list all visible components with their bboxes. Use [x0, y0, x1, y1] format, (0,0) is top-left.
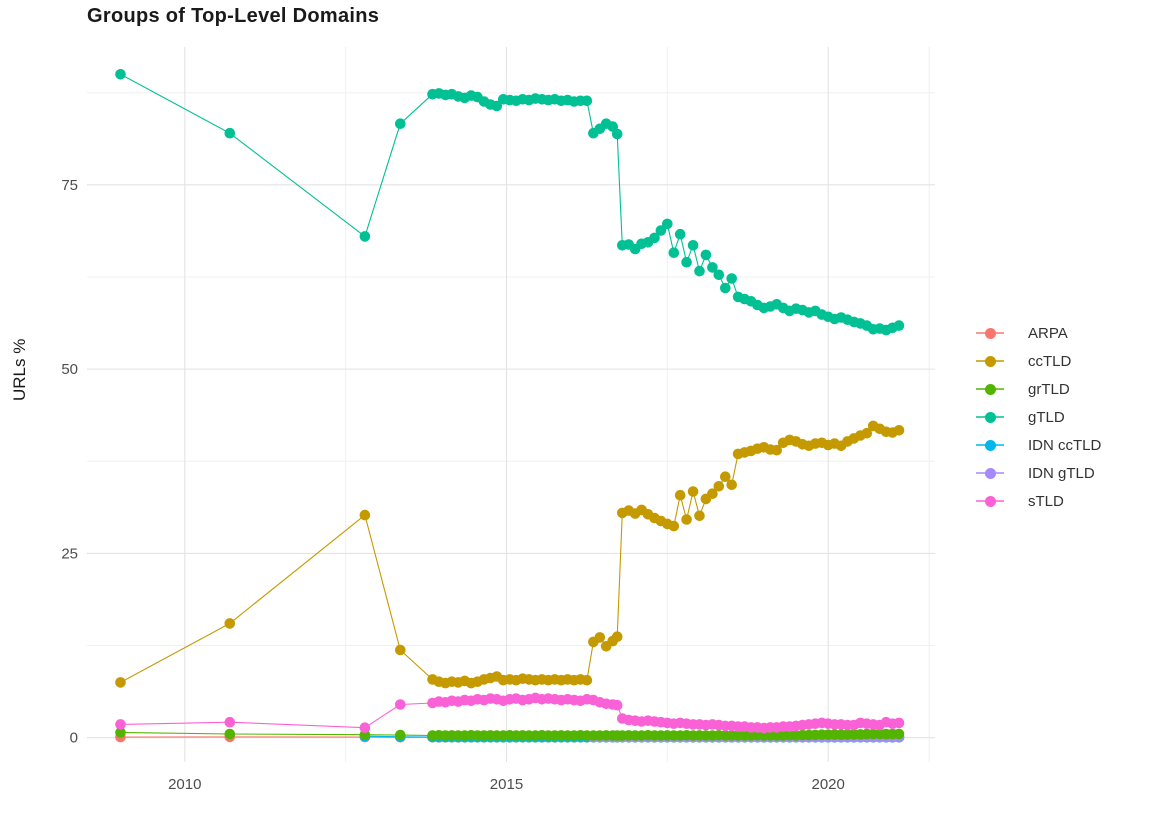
x-tick-label: 2010 — [168, 776, 201, 793]
data-point — [681, 514, 692, 525]
legend-dot-icon — [985, 496, 996, 507]
data-point — [115, 727, 126, 738]
legend-label: gTLD — [1028, 408, 1065, 426]
legend-marker-icon — [976, 411, 1004, 423]
legend-item-IDN-gTLD: IDN gTLD — [976, 459, 1101, 487]
data-point — [893, 320, 905, 331]
data-point — [581, 95, 593, 107]
grid-major — [87, 47, 935, 762]
legend-item-IDN-ccTLD: IDN ccTLD — [976, 431, 1101, 459]
data-point — [224, 728, 236, 740]
data-point — [687, 240, 699, 251]
data-point — [662, 218, 673, 230]
data-point — [594, 632, 606, 643]
y-tick-label: 0 — [70, 730, 78, 747]
data-point — [395, 729, 406, 741]
series-grTLD — [115, 727, 905, 741]
chart-title: Groups of Top-Level Domains — [87, 5, 380, 27]
legend-dot-icon — [985, 356, 996, 367]
data-point — [359, 722, 371, 733]
data-point — [224, 716, 236, 728]
data-point — [611, 128, 623, 140]
data-point — [115, 69, 126, 80]
legend: ARPA ccTLD grTLD gTLD IDN ccTLD IDN gTLD sTLD — [976, 319, 1101, 515]
data-point — [720, 282, 731, 294]
data-point — [668, 247, 680, 258]
data-point — [720, 471, 731, 483]
data-point — [893, 717, 905, 729]
legend-dot-icon — [985, 468, 996, 479]
x-tick-label: 2020 — [812, 776, 845, 793]
data-point — [726, 273, 737, 284]
data-point — [491, 100, 503, 112]
legend-item-ccTLD: ccTLD — [976, 347, 1101, 375]
data-point — [893, 728, 905, 740]
data-point — [713, 481, 725, 492]
data-point — [674, 489, 686, 501]
data-point — [893, 425, 905, 436]
legend-marker-icon — [976, 355, 1004, 367]
x-tick-label: 2015 — [490, 776, 523, 793]
data-point — [359, 509, 371, 521]
data-point — [726, 479, 737, 491]
data-point — [687, 486, 699, 497]
legend-marker-icon — [976, 495, 1004, 507]
grid-minor — [87, 47, 935, 762]
legend-marker-icon — [976, 383, 1004, 395]
legend-marker-icon — [976, 327, 1004, 339]
data-point — [581, 674, 593, 686]
axis-labels: 2010 2015 2020 0 25 50 75 — [61, 177, 845, 793]
data-point — [694, 510, 705, 522]
legend-label: sTLD — [1028, 492, 1064, 510]
y-tick-label: 50 — [61, 361, 78, 378]
data-point — [674, 228, 686, 240]
data-point — [707, 262, 718, 273]
data-point — [700, 249, 712, 261]
data-point — [707, 488, 718, 500]
data-point — [681, 256, 692, 268]
series-line — [120, 425, 900, 684]
legend-item-sTLD: sTLD — [976, 487, 1101, 515]
legend-item-grTLD: grTLD — [976, 375, 1101, 403]
data-point — [359, 231, 371, 242]
data-point — [649, 232, 660, 244]
data-point — [611, 699, 623, 711]
series-ccTLD — [115, 420, 905, 689]
y-axis-title: URLs % — [10, 338, 29, 402]
legend-marker-icon — [976, 467, 1004, 479]
legend-label: IDN ccTLD — [1028, 436, 1102, 454]
data-point — [224, 127, 236, 139]
legend-dot-icon — [985, 412, 996, 423]
data-point — [395, 118, 406, 129]
legend-label: ARPA — [1028, 324, 1068, 342]
y-tick-label: 75 — [61, 177, 78, 194]
data-point — [395, 699, 406, 710]
legend-marker-icon — [976, 439, 1004, 451]
data-point — [713, 269, 725, 281]
data-point — [115, 677, 126, 688]
data-point — [694, 265, 705, 277]
legend-dot-icon — [985, 328, 996, 339]
series-gTLD — [115, 69, 905, 336]
data-point — [115, 719, 126, 730]
legend-item-ARPA: ARPA — [976, 319, 1101, 347]
y-tick-label: 25 — [61, 545, 78, 562]
data-point — [655, 225, 667, 236]
series-sTLD — [115, 692, 905, 734]
data-point — [611, 631, 623, 642]
series-line — [120, 73, 900, 331]
data-point — [668, 520, 680, 532]
legend-item-gTLD: gTLD — [976, 403, 1101, 431]
legend-label: IDN gTLD — [1028, 464, 1095, 482]
data-point — [771, 444, 782, 456]
data-point — [861, 427, 873, 439]
data-point — [395, 644, 406, 656]
legend-dot-icon — [985, 440, 996, 451]
legend-dot-icon — [985, 384, 996, 395]
legend-label: grTLD — [1028, 380, 1070, 398]
legend-label: ccTLD — [1028, 352, 1072, 370]
data-point — [224, 618, 236, 629]
